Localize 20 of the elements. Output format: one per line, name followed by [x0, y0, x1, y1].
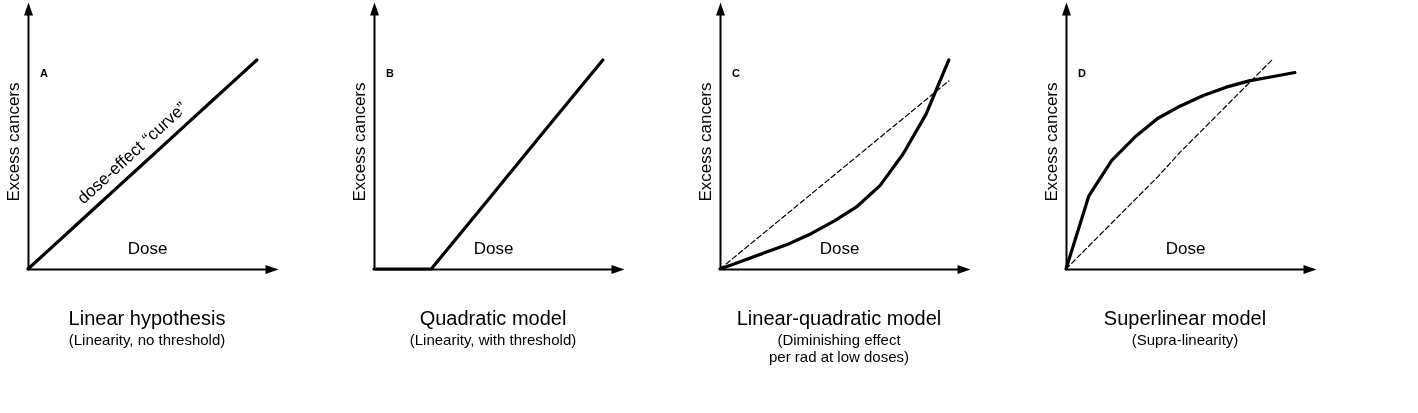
x-axis-title: Dose: [1165, 238, 1206, 258]
text: Linear-quadratic model: [736, 306, 942, 329]
text: (Diminishing effect per rad at low doses): [768, 330, 910, 365]
text: (Linearity, no threshold): [68, 330, 226, 348]
text: (Linearity, with threshold): [409, 330, 577, 348]
text: Superlinear model: [1103, 306, 1267, 329]
annotation: A: [40, 67, 48, 79]
y-axis-title: Excess cancers: [349, 82, 369, 202]
annotation: C: [732, 67, 740, 79]
annotation: D: [1078, 67, 1086, 79]
x-axis-title: Dose: [473, 238, 514, 258]
x-axis-title: Dose: [127, 238, 168, 258]
y-axis-title: Excess cancers: [1041, 82, 1061, 202]
text: (Supra-linearity): [1131, 330, 1239, 348]
text: Quadratic model: [419, 306, 567, 329]
y-axis-title: Excess cancers: [3, 82, 23, 202]
annotation: B: [386, 67, 394, 79]
text: Linear hypothesis: [68, 306, 226, 329]
x-axis-title: Dose: [819, 238, 860, 258]
y-axis-title: Excess cancers: [695, 82, 715, 202]
